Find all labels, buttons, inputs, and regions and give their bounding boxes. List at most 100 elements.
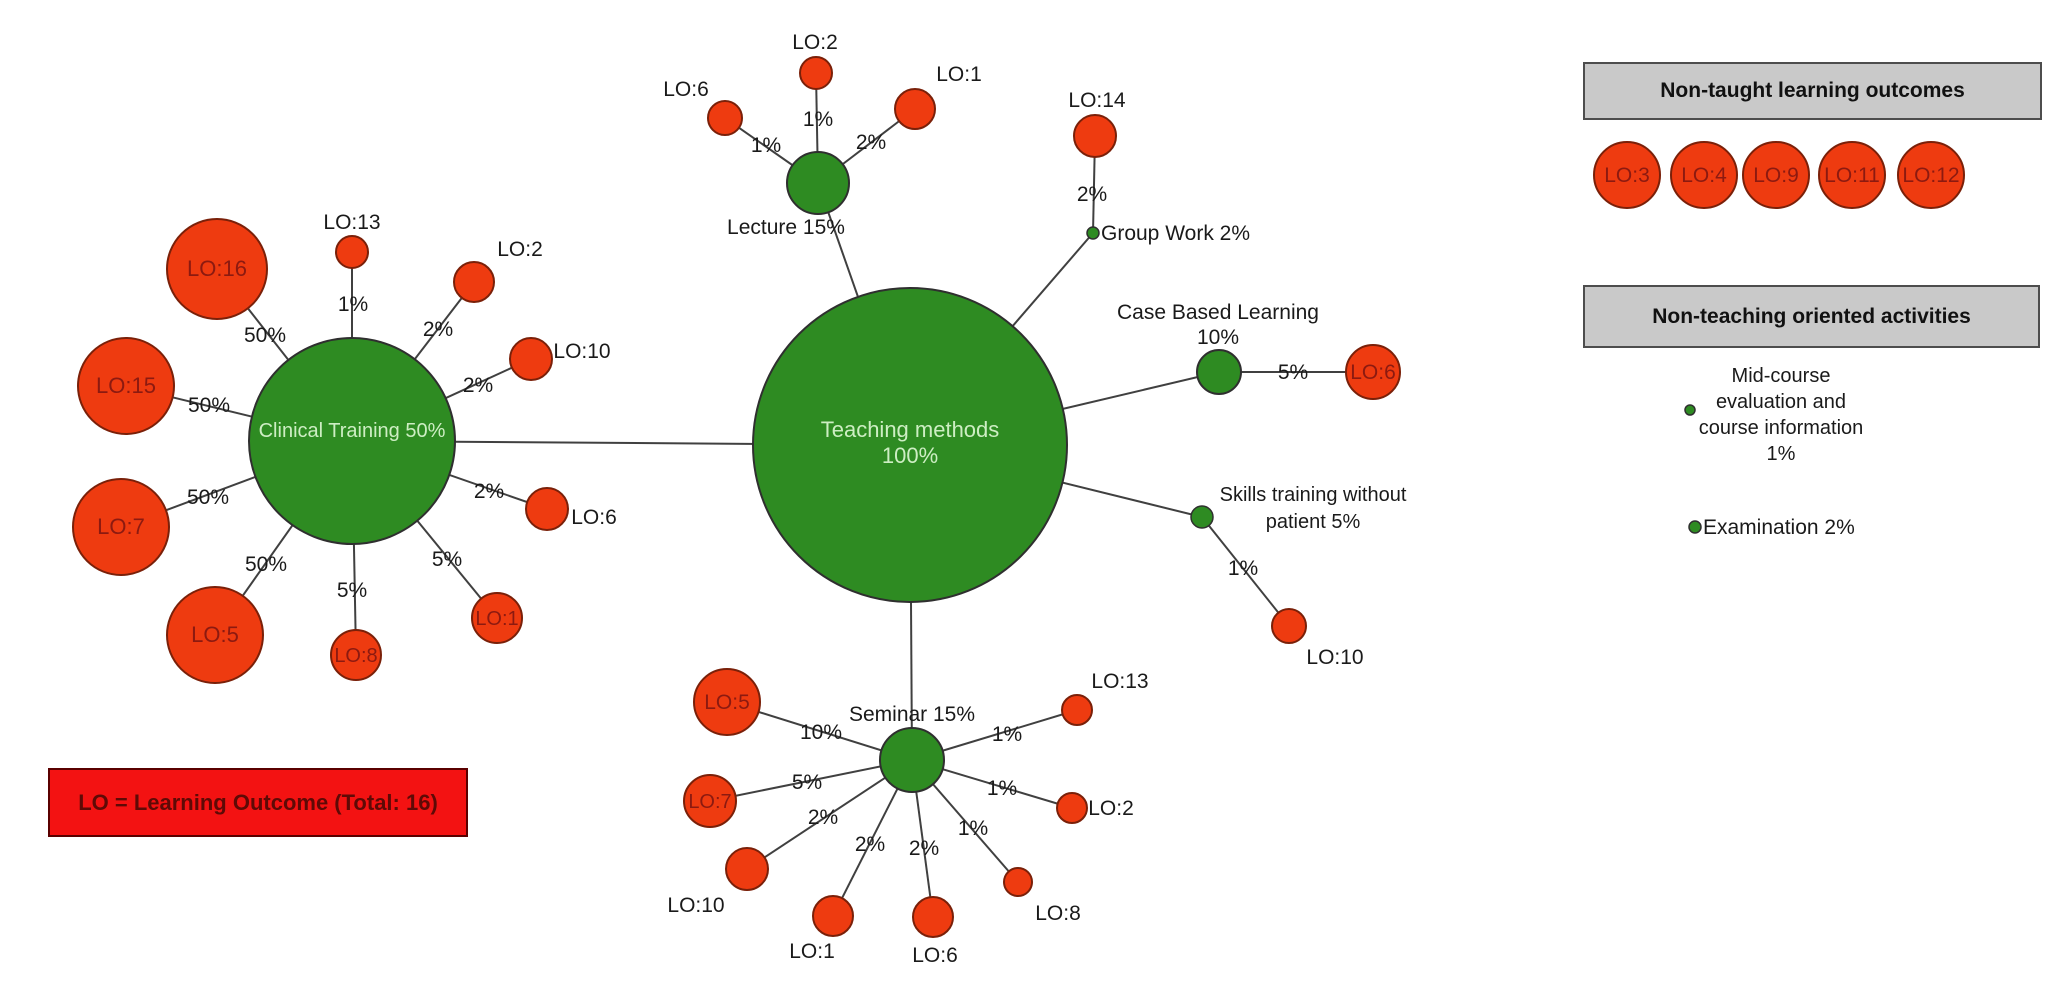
edge-label-seminar-se5: 10% — [800, 721, 842, 744]
node-teaching — [752, 287, 1068, 603]
label-se5: LO:5 — [704, 691, 750, 714]
node-s10 — [1271, 608, 1307, 644]
node-c1 — [471, 592, 523, 644]
examination-label: Examination 2% — [1703, 516, 1855, 539]
edge-label-clinical-c6: 2% — [474, 480, 504, 503]
label-clinical: Clinical Training 50% — [259, 420, 446, 442]
non-taught-header: Non-taught learning outcomes — [1583, 62, 2042, 120]
edge-label-clinical-c8: 5% — [337, 579, 367, 602]
edge-label-clinical-c1: 5% — [432, 548, 462, 571]
label-l6: LO:6 — [663, 78, 709, 101]
node-c2 — [453, 261, 495, 303]
label-seminar: Seminar 15% — [849, 703, 975, 726]
midcourse-evaluation-label: Mid-course evaluation and course informa… — [1681, 363, 1881, 467]
label-c6: LO:6 — [571, 506, 617, 529]
label-l1: LO:1 — [936, 63, 982, 86]
label-g14: LO:14 — [1068, 89, 1126, 112]
non-teaching-header: Non-teaching oriented activities — [1583, 285, 2040, 348]
node-se2 — [1056, 792, 1088, 824]
label-c13: LO:13 — [323, 211, 380, 234]
midcourse-line-4: 1% — [1766, 443, 1796, 465]
label-c15: LO:15 — [96, 373, 156, 398]
edge-label-clinical-c5: 50% — [245, 553, 287, 576]
node-se1 — [812, 895, 854, 937]
edge-label-seminar-se13: 1% — [992, 723, 1022, 746]
label-se7: LO:7 — [688, 791, 731, 813]
edge-label-casebased-cb6: 5% — [1278, 361, 1308, 384]
edge-label-seminar-se8: 1% — [958, 817, 988, 840]
edge-label-lecture-l1: 2% — [856, 131, 886, 154]
midcourse-line-2: evaluation and — [1715, 391, 1847, 413]
node-c8 — [330, 629, 382, 681]
node-seminar — [879, 727, 945, 793]
label-c8: LO:8 — [334, 645, 377, 667]
midcourse-line-3: course information — [1698, 417, 1864, 439]
label-l2: LO:2 — [792, 31, 838, 54]
edge-label-seminar-se2: 1% — [987, 777, 1017, 800]
node-lecture — [786, 151, 850, 215]
label-c10: LO:10 — [553, 340, 610, 363]
edge-label-skills-s10: 1% — [1228, 557, 1258, 580]
node-n11 — [1818, 141, 1886, 209]
node-se10 — [725, 847, 769, 891]
edge-label-seminar-se10: 2% — [808, 806, 838, 829]
edge-label-clinical-c2: 2% — [423, 318, 453, 341]
label-n9: LO:9 — [1753, 164, 1799, 187]
label-se8: LO:8 — [1035, 902, 1081, 925]
node-groupwork — [1086, 226, 1100, 240]
node-c13 — [335, 235, 369, 269]
label-se1: LO:1 — [789, 940, 835, 963]
edge-label-g14-groupwork: 2% — [1077, 183, 1107, 206]
label-n3: LO:3 — [1604, 164, 1650, 187]
node-n4 — [1670, 141, 1738, 209]
node-skills — [1190, 505, 1214, 529]
node-c5 — [166, 586, 264, 684]
label-teaching: Teaching methods 100% — [821, 417, 1000, 468]
node-n12 — [1897, 141, 1965, 209]
label-c16: LO:16 — [187, 256, 247, 281]
node-l6 — [707, 100, 743, 136]
node-c16 — [166, 218, 268, 320]
label-se13: LO:13 — [1091, 670, 1148, 693]
edge-skills-s10 — [1201, 516, 1290, 627]
node-se7 — [683, 774, 737, 828]
edge-label-clinical-c16: 50% — [244, 324, 286, 347]
midcourse-line-1: Mid-course — [1731, 365, 1831, 387]
label-n4: LO:4 — [1681, 164, 1727, 187]
node-c10 — [509, 337, 553, 381]
edge-label-seminar-se6: 2% — [909, 837, 939, 860]
label-c2: LO:2 — [497, 238, 543, 261]
label-skills: Skills training without patient 5% — [1220, 484, 1407, 533]
node-se8 — [1003, 867, 1033, 897]
lo-legend-box: LO = Learning Outcome (Total: 16) — [48, 768, 468, 837]
edge-label-clinical-c7: 50% — [187, 486, 229, 509]
node-se6 — [912, 896, 954, 938]
label-se2: LO:2 — [1088, 797, 1134, 820]
node-casebased — [1196, 349, 1242, 395]
node-c7 — [72, 478, 170, 576]
node-clinical — [248, 337, 456, 545]
node-se5 — [693, 668, 761, 736]
node-middot — [1684, 404, 1696, 416]
edge-seminar-se7 — [709, 759, 913, 802]
label-n12: LO:12 — [1902, 164, 1959, 187]
node-se13 — [1061, 694, 1093, 726]
edge-label-seminar-se7: 5% — [792, 771, 822, 794]
label-c5: LO:5 — [191, 622, 239, 647]
non-taught-header-label: Non-taught learning outcomes — [1660, 79, 1965, 102]
edge-label-clinical-c13: 1% — [338, 293, 368, 316]
node-n3 — [1593, 141, 1661, 209]
label-se10: LO:10 — [667, 894, 724, 917]
node-examdot — [1688, 520, 1702, 534]
label-n11: LO:11 — [1824, 164, 1880, 187]
label-c7: LO:7 — [97, 514, 145, 539]
node-n9 — [1742, 141, 1810, 209]
node-c6 — [525, 487, 569, 531]
edge-label-lecture-l6: 1% — [751, 134, 781, 157]
label-se6: LO:6 — [912, 944, 958, 967]
node-g14 — [1073, 114, 1117, 158]
non-teaching-header-label: Non-teaching oriented activities — [1652, 304, 1971, 328]
node-c15 — [77, 337, 175, 435]
node-l2 — [799, 56, 833, 90]
label-s10: LO:10 — [1306, 646, 1363, 669]
